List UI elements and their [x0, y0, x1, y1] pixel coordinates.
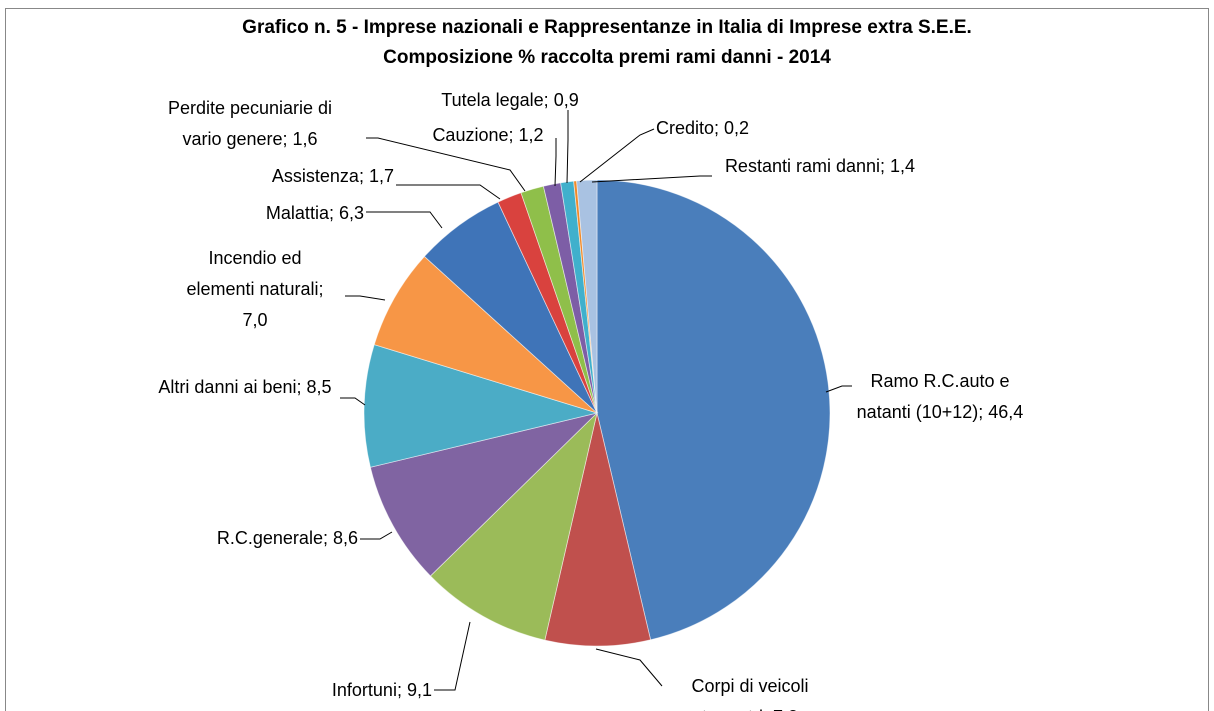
pie-slice	[576, 179, 598, 414]
leader-line	[396, 184, 501, 200]
label-separator: ;	[763, 707, 773, 711]
data-label: R.C.generale; 8,6	[58, 523, 358, 554]
data-label: Malattia; 6,3	[64, 198, 364, 229]
label-separator: ;	[396, 680, 407, 700]
chart-subtitle: Composizione % raccolta premi rami danni…	[383, 47, 831, 68]
data-label: Corpi di veicoli terrestri; 7,3	[668, 671, 833, 711]
label-value: 7,3	[773, 707, 798, 711]
label-value: 46,4	[988, 402, 1024, 422]
label-value: 1,6	[292, 129, 318, 149]
label-category: Infortuni	[331, 680, 397, 700]
pie-slice	[544, 412, 652, 647]
label-category: Altri danni ai beni	[158, 377, 297, 397]
label-value: 6,3	[338, 203, 364, 223]
label-separator: ;	[322, 528, 333, 548]
leader-line	[340, 397, 366, 406]
label-category: Tutela legale	[441, 90, 544, 110]
label-separator: ;	[282, 129, 293, 149]
label-value: 8,5	[306, 377, 332, 397]
pie-slice	[373, 255, 598, 414]
label-category: R.C.generale	[216, 528, 323, 548]
data-label: Perdite pecuniarie di vario genere; 1,6	[155, 93, 345, 155]
label-separator: ;	[328, 203, 339, 223]
label-value: 9,1	[406, 680, 432, 700]
data-label: Tutela legale; 0,9	[360, 85, 660, 116]
label-separator: ;	[318, 279, 329, 299]
leader-line	[360, 531, 393, 540]
leader-line	[591, 175, 712, 183]
label-category: Corpi di veicoli terrestri	[691, 676, 809, 711]
leader-line	[595, 648, 663, 687]
chart-title: Grafico n. 5 - Imprese nazionali e Rappr…	[242, 17, 972, 38]
label-category: Incendio ed elementi naturali	[186, 248, 319, 299]
leader-line	[554, 138, 557, 187]
data-label: Assistenza; 1,7	[94, 161, 394, 192]
label-value: 7,0	[242, 310, 268, 330]
label-category: Perdite pecuniarie di vario genere	[167, 98, 333, 149]
pie-slice	[429, 411, 598, 641]
label-category: Cauzione	[432, 125, 509, 145]
leader-line	[825, 385, 852, 393]
data-label: Ramo R.C.auto e natanti (10+12); 46,4	[853, 366, 1028, 428]
label-separator: ;	[978, 402, 989, 422]
data-label: Cauzione; 1,2	[338, 120, 638, 151]
data-label: Infortuni; 9,1	[132, 675, 432, 706]
data-label: Restanti rami danni; 1,4	[720, 151, 920, 182]
label-category: Assistenza	[271, 166, 359, 186]
data-label: Credito; 0,2	[656, 113, 956, 144]
leader-line	[579, 128, 655, 183]
pie-slice	[363, 344, 599, 468]
label-separator: ;	[714, 118, 725, 138]
data-label: Incendio ed elementi naturali; 7,0	[178, 243, 333, 336]
label-category: Malattia	[265, 203, 329, 223]
leader-line	[366, 211, 443, 229]
leader-line	[566, 110, 569, 184]
label-value: 1,2	[518, 125, 544, 145]
label-value: 0,9	[553, 90, 579, 110]
label-separator: ;	[543, 90, 554, 110]
label-value: 0,2	[724, 118, 750, 138]
label-value: 1,7	[368, 166, 394, 186]
leader-line	[366, 137, 526, 192]
label-value: 1,4	[890, 156, 916, 176]
data-label: Altri danni ai beni; 8,5	[153, 372, 338, 403]
label-separator: ;	[358, 166, 369, 186]
leader-line	[345, 295, 386, 301]
label-category: Ramo R.C.auto e natanti (10+12)	[856, 371, 1010, 422]
label-separator: ;	[880, 156, 891, 176]
leader-line	[434, 621, 471, 691]
label-separator: ;	[296, 377, 307, 397]
label-separator: ;	[508, 125, 519, 145]
pie-slice	[596, 179, 831, 641]
label-category: Restanti rami danni	[724, 156, 881, 176]
label-category: Credito	[656, 118, 715, 138]
label-value: 8,6	[332, 528, 358, 548]
